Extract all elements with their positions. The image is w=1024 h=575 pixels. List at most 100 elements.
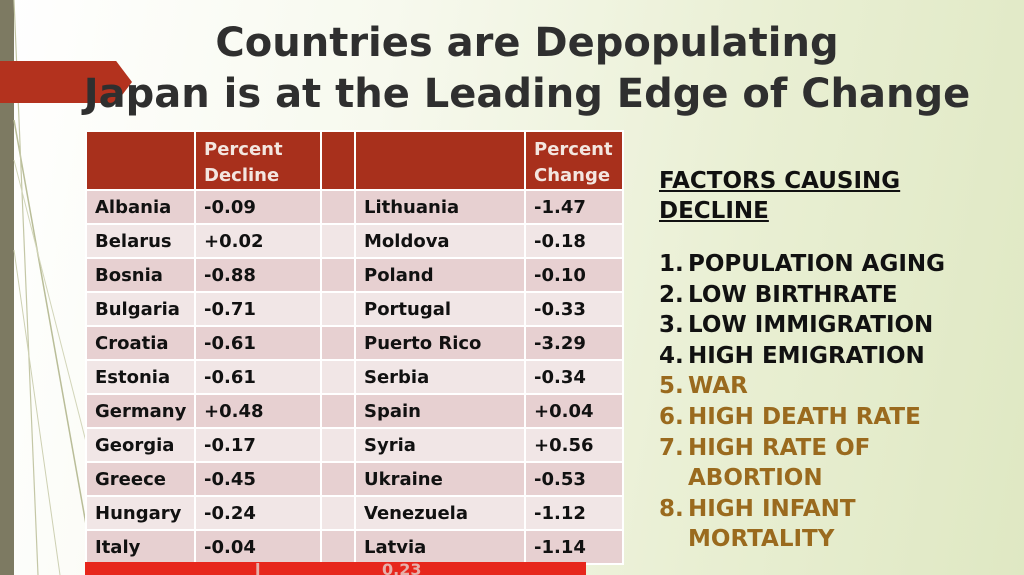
factors-heading-line-1: FACTORS CAUSING bbox=[659, 168, 901, 194]
country-a-cell: Bulgaria bbox=[85, 291, 196, 327]
header-cell-spacer bbox=[320, 130, 356, 191]
table-row: Croatia -0.61 Puerto Rico -3.29 bbox=[85, 325, 624, 361]
factors-heading-line-2: DECLINE bbox=[659, 198, 769, 224]
value-b-cell: -1.47 bbox=[524, 189, 624, 225]
left-accent-bar bbox=[0, 0, 14, 575]
factors-list: 1. POPULATION AGING 2. LOW BIRTHRATE 3. LOW I… bbox=[659, 249, 1019, 555]
value-b-cell: -1.14 bbox=[524, 529, 624, 565]
factor-text-line: HIGH DEATH RATE bbox=[688, 403, 921, 430]
value-b-cell: +0.56 bbox=[524, 427, 624, 463]
value-a-cell: -0.61 bbox=[194, 359, 322, 395]
factor-text-line: POPULATION AGING bbox=[688, 251, 946, 277]
factor-text-line: MORTALITY bbox=[688, 526, 835, 553]
country-a-cell: Italy bbox=[85, 529, 196, 565]
value-a-cell: -0.09 bbox=[194, 189, 322, 225]
slide-title: Countries are Depopulating Japan is at t… bbox=[40, 18, 1014, 120]
spacer-cell bbox=[320, 529, 356, 565]
factors-panel: FACTORS CAUSING DECLINE 1. POPULATION AGI… bbox=[659, 166, 1019, 555]
country-b-cell: Ukraine bbox=[354, 461, 526, 497]
factor-text-line: LOW BIRTHRATE bbox=[688, 281, 898, 308]
value-b-cell: -0.53 bbox=[524, 461, 624, 497]
factor-number: 4. bbox=[659, 342, 684, 369]
value-a-cell: +0.48 bbox=[194, 393, 322, 429]
factor-number: 1. bbox=[659, 251, 684, 277]
value-a-cell: -0.71 bbox=[194, 291, 322, 327]
spacer-cell bbox=[320, 325, 356, 361]
factors-heading: FACTORS CAUSING DECLINE bbox=[659, 166, 1019, 226]
value-b-cell: -0.10 bbox=[524, 257, 624, 293]
value-b-cell: -0.33 bbox=[524, 291, 624, 327]
value-b-cell: -0.34 bbox=[524, 359, 624, 395]
table-body: Albania -0.09 Lithuania -1.47 Belarus +0.02 Mo… bbox=[85, 189, 624, 565]
country-b-cell: Poland bbox=[354, 257, 526, 293]
table-row: Belarus +0.02 Moldova -0.18 bbox=[85, 223, 624, 259]
spacer-cell bbox=[320, 291, 356, 327]
spacer-cell bbox=[320, 223, 356, 259]
spacer-cell bbox=[320, 189, 356, 225]
table-row: Albania -0.09 Lithuania -1.47 bbox=[85, 189, 624, 225]
header-cell-percent-change: Percent Change bbox=[524, 130, 624, 191]
table-row: Hungary -0.24 Venezuela -1.12 bbox=[85, 495, 624, 531]
factor-item: 7. HIGH RATE OF ABORTION bbox=[659, 433, 1019, 494]
header-percent-decline-label: Percent Decline bbox=[204, 139, 283, 186]
country-b-cell: Portugal bbox=[354, 291, 526, 327]
table-row: Greece -0.45 Ukraine -0.53 bbox=[85, 461, 624, 497]
factor-item: 1. POPULATION AGING bbox=[659, 249, 1019, 280]
total-row-partial: l 0.23 bbox=[85, 562, 586, 575]
value-b-cell: -3.29 bbox=[524, 325, 624, 361]
country-b-cell: Syria bbox=[354, 427, 526, 463]
table-row: Italy -0.04 Latvia -1.14 bbox=[85, 529, 624, 565]
factor-number: 7. bbox=[659, 434, 684, 461]
country-b-cell: Puerto Rico bbox=[354, 325, 526, 361]
header-cell-percent-decline: Percent Decline bbox=[194, 130, 322, 191]
depopulation-table: Percent Decline Percent Change Albania -0… bbox=[85, 130, 624, 565]
factor-text-line: WAR bbox=[688, 373, 748, 400]
value-a-cell: +0.02 bbox=[194, 223, 322, 259]
country-a-cell: Georgia bbox=[85, 427, 196, 463]
factor-text-line: ABORTION bbox=[688, 465, 823, 492]
factor-item: 4. HIGH EMIGRATION bbox=[659, 341, 1019, 372]
country-b-cell: Venezuela bbox=[354, 495, 526, 531]
factor-item: 5. WAR bbox=[659, 371, 1019, 402]
country-a-cell: Hungary bbox=[85, 495, 196, 531]
spacer-cell bbox=[320, 359, 356, 395]
value-a-cell: -0.61 bbox=[194, 325, 322, 361]
total-row-value-fragment: 0.23 bbox=[382, 562, 422, 575]
factor-number: 8. bbox=[659, 495, 684, 522]
factor-item: 8. HIGH INFANT MORTALITY bbox=[659, 494, 1019, 555]
spacer-cell bbox=[320, 461, 356, 497]
value-b-cell: -1.12 bbox=[524, 495, 624, 531]
country-b-cell: Serbia bbox=[354, 359, 526, 395]
country-b-cell: Moldova bbox=[354, 223, 526, 259]
factor-text-line: HIGH RATE OF bbox=[688, 434, 871, 461]
country-a-cell: Belarus bbox=[85, 223, 196, 259]
country-a-cell: Estonia bbox=[85, 359, 196, 395]
factor-item: 3. LOW IMMIGRATION bbox=[659, 310, 1019, 341]
value-a-cell: -0.45 bbox=[194, 461, 322, 497]
value-b-cell: +0.04 bbox=[524, 393, 624, 429]
country-a-cell: Bosnia bbox=[85, 257, 196, 293]
factor-number: 6. bbox=[659, 403, 684, 430]
title-line-2: Japan is at the Leading Edge of Change bbox=[83, 71, 971, 117]
header-cell-country-a bbox=[85, 130, 196, 191]
country-a-cell: Albania bbox=[85, 189, 196, 225]
table-row: Estonia -0.61 Serbia -0.34 bbox=[85, 359, 624, 395]
spacer-cell bbox=[320, 393, 356, 429]
value-a-cell: -0.24 bbox=[194, 495, 322, 531]
value-a-cell: -0.04 bbox=[194, 529, 322, 565]
table-row: Bulgaria -0.71 Portugal -0.33 bbox=[85, 291, 624, 327]
spacer-cell bbox=[320, 495, 356, 531]
factor-text-line: HIGH INFANT bbox=[688, 495, 856, 522]
header-percent-change-label: Percent Change bbox=[534, 139, 613, 186]
header-cell-country-b bbox=[354, 130, 526, 191]
country-b-cell: Latvia bbox=[354, 529, 526, 565]
title-line-1: Countries are Depopulating bbox=[215, 20, 839, 66]
factor-item: 6. HIGH DEATH RATE bbox=[659, 402, 1019, 433]
country-a-cell: Croatia bbox=[85, 325, 196, 361]
value-a-cell: -0.88 bbox=[194, 257, 322, 293]
country-b-cell: Spain bbox=[354, 393, 526, 429]
spacer-cell bbox=[320, 257, 356, 293]
factor-text-line: HIGH EMIGRATION bbox=[688, 342, 925, 369]
factor-number: 3. bbox=[659, 312, 684, 339]
country-a-cell: Germany bbox=[85, 393, 196, 429]
